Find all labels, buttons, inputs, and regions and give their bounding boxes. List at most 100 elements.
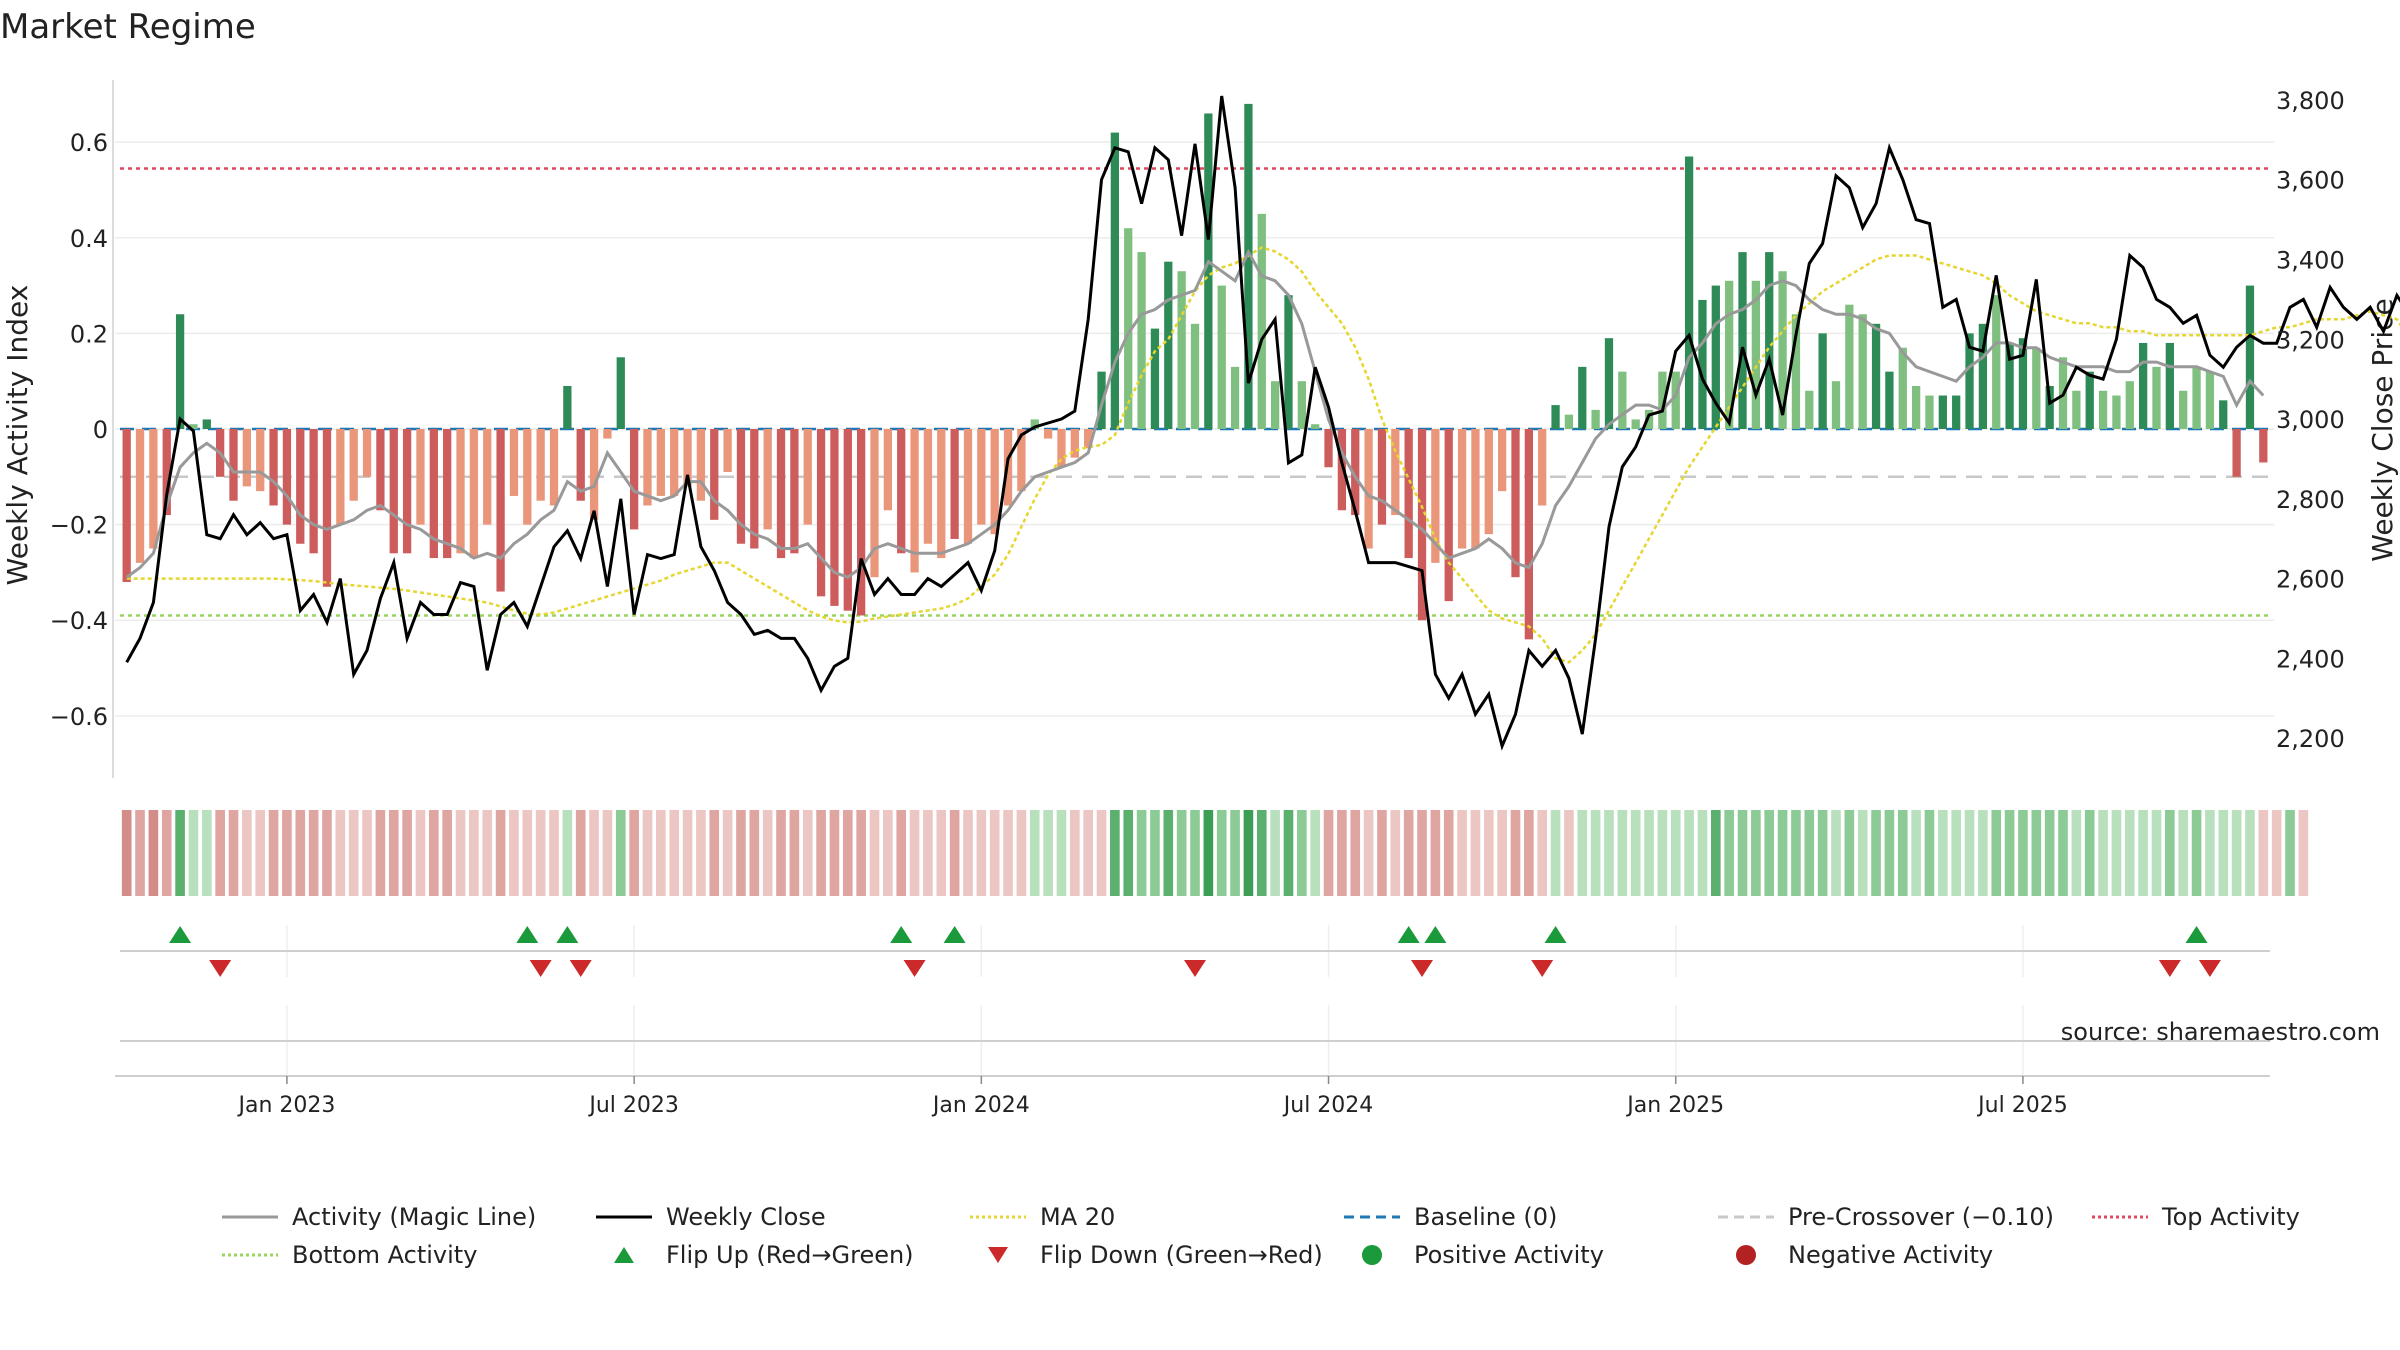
regime-cell xyxy=(335,810,346,896)
regime-cell xyxy=(188,810,199,896)
legend-item: Activity (Magic Line) xyxy=(222,1203,536,1231)
flip-down-marker xyxy=(1531,960,1554,977)
flip-down-marker xyxy=(1184,960,1206,977)
activity-bar xyxy=(937,429,946,559)
activity-bar xyxy=(870,429,879,578)
legend-label: Weekly Close xyxy=(666,1203,826,1231)
activity-bar xyxy=(1057,429,1066,468)
regime-cell xyxy=(1884,810,1895,896)
activity-bar xyxy=(2165,342,2174,429)
regime-cell xyxy=(1016,810,1027,896)
regime-cell xyxy=(1003,810,1013,896)
regime-cell xyxy=(682,810,693,896)
activity-bar xyxy=(202,419,211,429)
source-note: source: sharemaestro.com xyxy=(2061,1018,2380,1046)
regime-cell xyxy=(2285,810,2295,896)
regime-cell xyxy=(762,810,773,896)
activity-bar xyxy=(1618,371,1627,429)
activity-bar xyxy=(1818,333,1827,429)
regime-cell xyxy=(228,810,239,896)
reference-lines xyxy=(120,167,2270,617)
activity-bars xyxy=(122,103,2268,640)
regime-cell xyxy=(669,810,679,896)
activity-bar xyxy=(1150,328,1160,429)
activity-bar xyxy=(2005,342,2014,429)
activity-bar xyxy=(1084,429,1093,449)
activity-bar xyxy=(1177,271,1186,429)
legend-swatch xyxy=(1736,1245,1756,1265)
regime-cell xyxy=(1791,810,1801,896)
activity-bar xyxy=(843,429,852,611)
activity-bar xyxy=(1284,295,1293,429)
regime-cell xyxy=(175,810,185,896)
flip-up-marker xyxy=(1544,926,1567,943)
regime-cell xyxy=(1096,810,1107,896)
activity-bar xyxy=(990,429,999,535)
activity-bar xyxy=(1164,261,1173,429)
activity-bar xyxy=(803,429,812,525)
regime-cell xyxy=(1216,810,1227,896)
magic-line xyxy=(125,248,2265,579)
activity-bar xyxy=(1791,314,1801,429)
activity-bar xyxy=(1244,103,1253,429)
activity-bar xyxy=(1471,429,1480,549)
regime-cell xyxy=(282,810,292,896)
activity-bar xyxy=(629,429,639,530)
regime-cell xyxy=(2258,810,2269,896)
activity-bar xyxy=(336,429,345,525)
activity-bar xyxy=(643,429,652,506)
regime-cell xyxy=(2191,810,2202,896)
regime-cell xyxy=(896,810,907,896)
flip-up-marker xyxy=(943,926,966,943)
activity-bar xyxy=(1871,323,1881,429)
regime-cell xyxy=(1524,810,1534,896)
flip-down-marker xyxy=(903,960,926,977)
regime-cell xyxy=(509,810,519,896)
left-tick-label: 0.4 xyxy=(70,225,108,253)
regime-cell xyxy=(722,810,733,896)
regime-cell xyxy=(1657,810,1668,896)
regime-cell xyxy=(1897,810,1908,896)
activity-bar xyxy=(242,429,252,487)
activity-bar xyxy=(1070,429,1079,458)
regime-cell xyxy=(215,810,225,896)
activity-bar xyxy=(816,429,826,597)
left-tick-label: −0.4 xyxy=(50,607,108,635)
legend-swatch xyxy=(988,1247,1008,1263)
regime-cell xyxy=(2271,810,2282,896)
activity-bar xyxy=(2098,390,2108,429)
activity-bar xyxy=(1190,323,1200,429)
regime-cell xyxy=(909,810,920,896)
activity-bar xyxy=(1204,113,1213,429)
y-axis-right-label: Weekly Close Price xyxy=(2366,298,2399,561)
left-axis-ticks: 0.6 0.4 0.2 0 −0.2 −0.4 −0.6 xyxy=(50,129,108,731)
activity-bar xyxy=(1765,252,1774,429)
activity-bar xyxy=(456,429,465,554)
activity-bar xyxy=(910,429,919,573)
regime-cell xyxy=(402,810,412,896)
regime-cell xyxy=(442,810,452,896)
activity-bar xyxy=(2152,366,2161,429)
activity-bar xyxy=(696,429,706,501)
regime-cell xyxy=(709,810,720,896)
activity-bar xyxy=(2219,400,2228,429)
activity-bar xyxy=(763,429,772,530)
activity-bar xyxy=(750,429,759,549)
activity-bar xyxy=(1911,385,1921,429)
regime-cell xyxy=(1270,810,1280,896)
legend-item: Flip Down (Green→Red) xyxy=(988,1241,1323,1269)
activity-bar xyxy=(496,429,505,592)
activity-bar xyxy=(1778,271,1787,429)
activity-bar xyxy=(883,429,892,511)
regime-cell xyxy=(1483,810,1494,896)
regime-cell xyxy=(1831,810,1841,896)
flip-up-marker xyxy=(516,926,539,943)
regime-cell xyxy=(789,810,800,896)
activity-bar xyxy=(429,429,438,559)
activity-bar xyxy=(362,429,372,477)
activity-bar xyxy=(1965,333,1974,429)
regime-cell xyxy=(1577,810,1588,896)
regime-cell xyxy=(1029,810,1040,896)
regime-cell xyxy=(2178,810,2189,896)
regime-cell xyxy=(1630,810,1641,896)
